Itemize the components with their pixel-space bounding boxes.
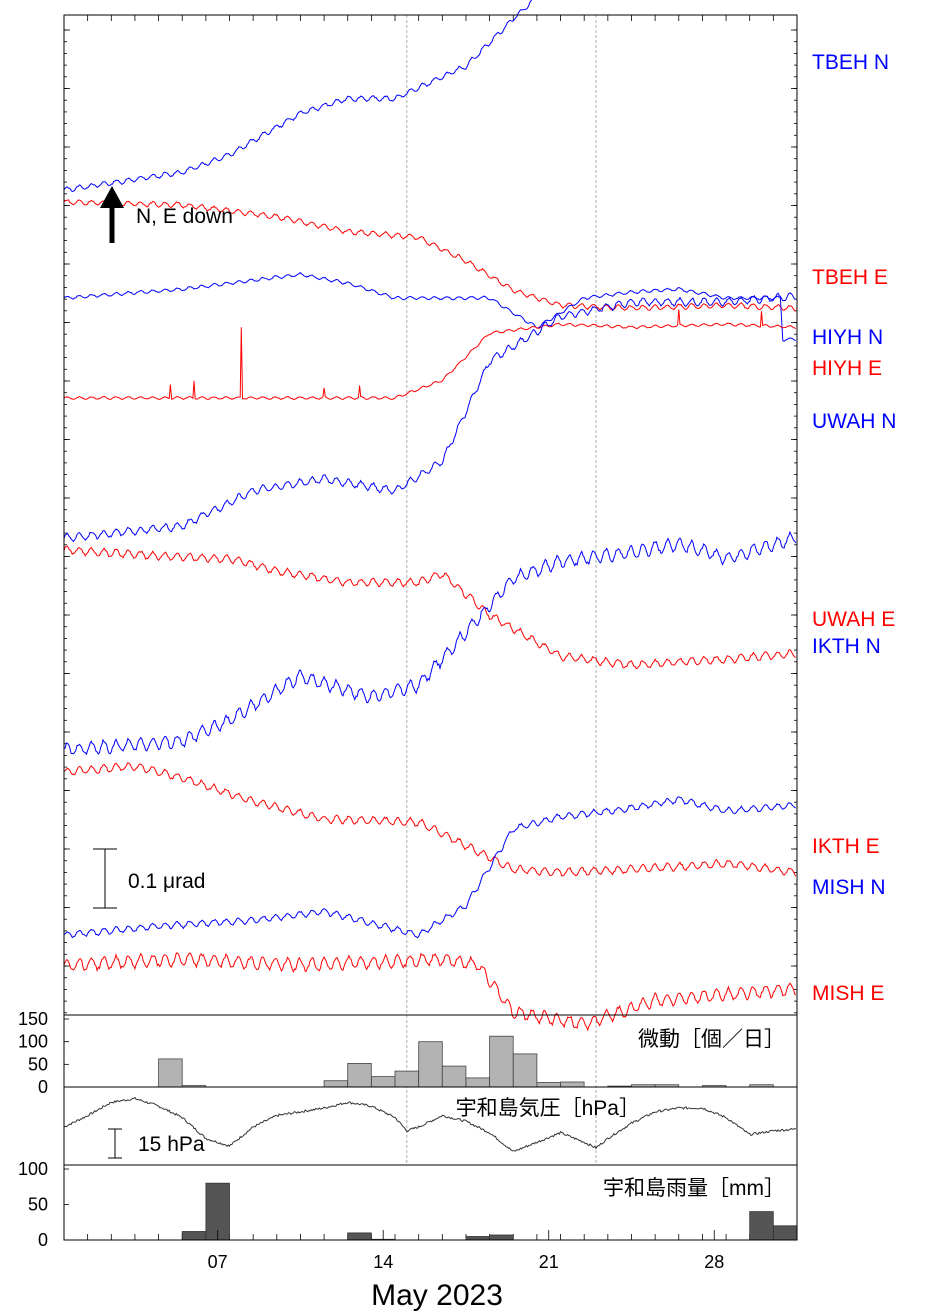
bar: [418, 1041, 443, 1088]
bar: [347, 1063, 372, 1088]
trace-tbeh-n: [63, 0, 533, 193]
trace-hiyh-e: [63, 309, 797, 401]
trace-uwah-e: [63, 545, 797, 670]
bar-y-tick-label: 0: [38, 1077, 48, 1097]
bar: [536, 1082, 561, 1088]
bar: [465, 1077, 491, 1088]
bar: [370, 1076, 396, 1088]
tremor-title: 微動［個／日］: [638, 1028, 785, 1051]
bar-y-tick-label: 100: [18, 1159, 48, 1179]
scale-label: 0.1 μrad: [128, 870, 205, 893]
bar-y-tick-label: 50: [28, 1054, 48, 1074]
bar-y-tick-label: 150: [18, 1009, 48, 1029]
pressure-trace: [63, 1096, 797, 1152]
rain-title: 宇和島雨量［mm］: [603, 1177, 785, 1200]
series-label: HIYH E: [812, 357, 882, 380]
x-tick-label: 07: [208, 1252, 228, 1272]
trace-mish-n: [63, 796, 796, 939]
series-label: HIYH N: [812, 326, 883, 349]
series-labels: TBEH N TBEH E HIYH N HIYH E UWAH N UWAH E IKTH…: [812, 51, 896, 1005]
bar: [323, 1080, 349, 1088]
scale-bar-icon: [93, 848, 117, 909]
tilt-panel-frame: [63, 14, 798, 1016]
arrow-label: N, E down: [136, 205, 233, 228]
bar: [347, 1232, 372, 1241]
x-tick-labels: 07 14 21 28: [208, 1230, 724, 1272]
x-tick-label: 21: [539, 1252, 559, 1272]
trace-hiyh-n: [63, 271, 797, 342]
series-label: IKTH E: [812, 835, 880, 858]
series-label: UWAH E: [812, 608, 895, 631]
bar-y-tick-label: 100: [18, 1032, 48, 1052]
series-label: IKTH N: [812, 635, 881, 658]
series-label: TBEH N: [812, 51, 889, 74]
bar: [489, 1234, 514, 1241]
bar: [465, 1236, 491, 1241]
bar: [749, 1211, 774, 1241]
pressure-scale-label: 15 hPa: [138, 1133, 205, 1156]
x-tick-label: 14: [373, 1252, 393, 1272]
trace-mish-e: [63, 952, 797, 1032]
x-tick-label: 28: [704, 1252, 724, 1272]
pressure-line: [63, 1096, 797, 1152]
series-label: TBEH E: [812, 266, 888, 289]
trace-uwah-n: [63, 292, 796, 543]
north-arrow-icon: [100, 186, 124, 243]
bar: [181, 1231, 207, 1241]
bar: [512, 1053, 538, 1088]
bar: [773, 1225, 798, 1241]
pressure-scale-bar-icon: [108, 1128, 122, 1159]
x-axis-label: May 2023: [371, 1279, 503, 1312]
series-label: UWAH N: [812, 410, 896, 433]
bar: [394, 1070, 420, 1088]
series-label: MISH E: [812, 982, 884, 1005]
tilt-traces: [63, 0, 797, 1032]
bar-y-tick-label: 50: [28, 1195, 48, 1215]
bar-y-tick-label: 0: [38, 1230, 48, 1250]
pressure-title: 宇和島気圧［hPa］: [456, 1097, 640, 1120]
trace-ikth-n: [63, 530, 797, 756]
bar: [441, 1065, 467, 1088]
rain-panel-frame: [63, 1164, 798, 1241]
trace-tbeh-e: [63, 199, 797, 312]
series-label: MISH N: [812, 876, 886, 899]
reference-lines: [406, 15, 597, 1165]
trace-ikth-e: [63, 762, 797, 877]
bar: [489, 1035, 514, 1088]
bar: [158, 1058, 183, 1088]
bar: [560, 1081, 585, 1088]
